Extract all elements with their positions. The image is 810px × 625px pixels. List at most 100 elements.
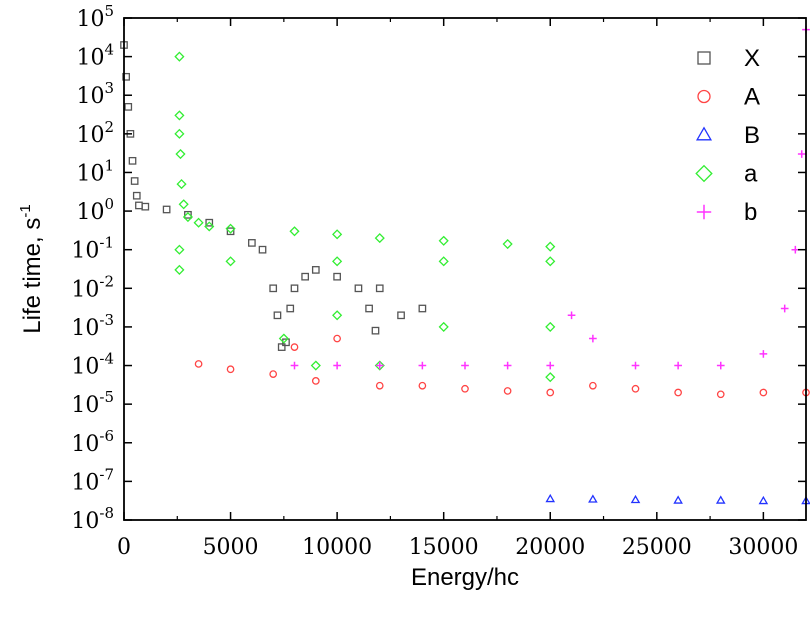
data-point-a (310, 360, 321, 371)
y-tick-label: 10-5 (71, 388, 114, 418)
data-point-a (374, 360, 385, 371)
data-point-a (176, 179, 187, 190)
data-point-a (174, 244, 185, 255)
y-axis-title-superscript: -1 (17, 204, 34, 217)
data-point-X (301, 272, 310, 281)
data-point-X (418, 304, 427, 313)
x-tick-label: 25000 (622, 535, 692, 560)
data-point-X (135, 201, 143, 210)
data-point-X (124, 103, 133, 111)
data-point-X (130, 177, 139, 185)
legend-label-X: X (744, 45, 760, 72)
legend-marker-a (695, 164, 713, 183)
data-point-A (290, 343, 299, 351)
y-tick-base: 10 (71, 470, 99, 495)
data-point-A (589, 381, 597, 390)
data-point-A (226, 365, 235, 374)
data-point-A (716, 390, 725, 399)
x-ticks: 0 5000 10000 15000 20000 25000 30000 (117, 18, 798, 560)
data-point-X (205, 218, 214, 227)
legend-label-a: a (744, 161, 758, 188)
data-point-a (204, 221, 215, 232)
x-tick-label: 30000 (728, 535, 798, 560)
y-tick-label: 10-3 (71, 311, 114, 341)
legend-label-B: B (744, 122, 760, 149)
data-point-b (567, 311, 576, 320)
data-point-b (589, 334, 597, 343)
y-tick-base: 10 (71, 509, 99, 534)
data-point-b (546, 361, 555, 370)
y-tick-exponent: 4 (104, 41, 114, 59)
data-point-a (178, 199, 189, 210)
y-tick-base: 10 (76, 84, 104, 109)
data-point-X (248, 239, 256, 247)
data-point-a (332, 310, 343, 321)
y-tick-label: 100 (76, 195, 114, 225)
y-tick-base: 10 (76, 161, 104, 186)
y-tick-exponent: -7 (99, 465, 114, 483)
data-point-A (269, 370, 278, 378)
data-point-X (132, 191, 141, 200)
y-tick-base: 10 (71, 393, 99, 418)
data-point-b (503, 361, 512, 370)
y-tick-label: 10-2 (71, 272, 114, 302)
y-tick-label: 10-7 (71, 465, 114, 495)
x-tick-label: 5000 (203, 535, 259, 560)
y-tick-base: 10 (71, 277, 99, 302)
data-point-X (273, 311, 282, 320)
data-point-X (226, 227, 235, 236)
data-point-X (290, 284, 299, 293)
data-point-a (502, 238, 513, 250)
data-point-X (269, 284, 278, 293)
y-tick-label: 10-4 (71, 350, 114, 380)
data-point-a (438, 235, 449, 246)
data-point-a (174, 128, 185, 139)
legend-marker-b (696, 204, 712, 220)
data-point-a (182, 211, 194, 223)
data-point-b (674, 361, 682, 370)
data-point-B (588, 494, 598, 503)
y-tick-exponent: 2 (104, 118, 114, 136)
y-tick-exponent: 0 (104, 195, 114, 213)
data-point-a (278, 333, 289, 344)
data-point-b (797, 150, 806, 158)
data-points-layer (120, 25, 810, 505)
y-axis-title-text: Life time, s (19, 218, 46, 334)
data-point-b (418, 361, 427, 370)
data-point-a (545, 256, 556, 267)
legend-label-b: b (744, 199, 757, 226)
data-point-b (461, 361, 469, 370)
data-point-a (174, 51, 185, 62)
data-point-X (184, 210, 192, 219)
y-tick-exponent: -6 (99, 427, 114, 445)
data-point-a (174, 110, 185, 121)
data-point-b (716, 361, 725, 370)
data-point-X (286, 304, 295, 313)
data-point-a (332, 229, 343, 240)
data-point-b (333, 361, 341, 370)
y-tick-base: 10 (71, 355, 99, 380)
data-point-a (225, 223, 236, 234)
data-point-B (758, 495, 769, 505)
data-point-b (780, 304, 789, 313)
x-tick-label: 15000 (409, 535, 479, 560)
data-point-a (332, 256, 343, 267)
legend-label-A: A (744, 84, 760, 111)
y-tick-exponent: -3 (99, 311, 114, 329)
data-point-B (630, 494, 641, 504)
data-point-a (438, 256, 449, 267)
data-point-X (333, 272, 341, 281)
data-point-b (631, 361, 640, 370)
data-point-a (545, 241, 556, 252)
x-axis-title: Energy/hc (411, 564, 519, 591)
x-tick-label: 20000 (515, 535, 585, 560)
data-point-A (759, 388, 768, 397)
y-tick-exponent: -8 (99, 504, 114, 522)
legend-marker-B (695, 126, 713, 141)
y-tick-base: 10 (76, 7, 104, 32)
data-point-a (545, 372, 556, 383)
data-point-A (194, 360, 203, 368)
y-tick-label: 10-6 (71, 427, 114, 457)
y-ticks: 10-810-710-610-510-410-310-210-110010110… (71, 2, 806, 534)
